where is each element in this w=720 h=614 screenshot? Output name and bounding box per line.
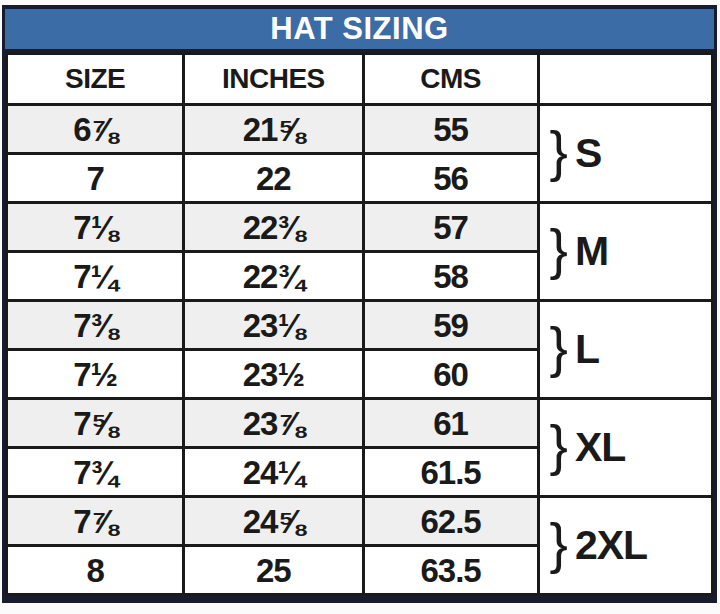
table-row: 7⅜ 23⅛ 59 } L (7, 301, 713, 350)
cell-cms: 59 (363, 301, 538, 350)
column-header-cms: CMS (363, 54, 538, 105)
group-label: XL (575, 427, 625, 468)
group-label: 2XL (575, 525, 647, 566)
cell-size: 7 (7, 154, 184, 203)
cell-cms: 60 (363, 350, 538, 399)
brace-icon: } (550, 421, 568, 471)
group-label: M (575, 231, 608, 272)
cell-size: 8 (7, 546, 184, 595)
brace-icon: } (550, 225, 568, 275)
cell-inches: 25 (184, 546, 363, 595)
cell-inches: 24⅝ (184, 497, 363, 546)
cell-size: 7¾ (7, 448, 184, 497)
table-row: 7⅛ 22⅜ 57 } M (7, 203, 713, 252)
cell-size: 7⅝ (7, 399, 184, 448)
group-label: S (575, 133, 601, 174)
cell-inches: 22¾ (184, 252, 363, 301)
header-row: SIZE INCHES CMS (7, 54, 713, 105)
cell-inches: 23⅞ (184, 399, 363, 448)
hat-sizing-chart: HAT SIZING SIZE INCHES CMS 6⅞ 21⅝ 55 } S (2, 5, 717, 603)
cell-size: 7⅛ (7, 203, 184, 252)
group-cell-m: } M (538, 203, 712, 301)
cell-cms: 61 (363, 399, 538, 448)
column-header-group (538, 54, 712, 105)
column-header-size: SIZE (7, 54, 184, 105)
cell-cms: 62.5 (363, 497, 538, 546)
group-bracket-wrap: } L (540, 325, 711, 375)
cell-cms: 57 (363, 203, 538, 252)
cell-cms: 61.5 (363, 448, 538, 497)
group-bracket-wrap: } 2XL (540, 521, 711, 571)
cell-inches: 23⅛ (184, 301, 363, 350)
cell-inches: 22 (184, 154, 363, 203)
group-bracket-wrap: } S (540, 129, 711, 179)
cell-cms: 58 (363, 252, 538, 301)
cell-inches: 24¼ (184, 448, 363, 497)
cell-cms: 63.5 (363, 546, 538, 595)
cell-cms: 56 (363, 154, 538, 203)
cell-inches: 21⅝ (184, 105, 363, 154)
cell-inches: 23½ (184, 350, 363, 399)
group-cell-l: } L (538, 301, 712, 399)
group-bracket-wrap: } XL (540, 423, 711, 473)
group-cell-2xl: } 2XL (538, 497, 712, 595)
group-bracket-wrap: } M (540, 227, 711, 277)
cell-size: 7⅜ (7, 301, 184, 350)
cell-size: 6⅞ (7, 105, 184, 154)
group-label: L (575, 329, 599, 370)
table-row: 7⅝ 23⅞ 61 } XL (7, 399, 713, 448)
column-header-inches: INCHES (184, 54, 363, 105)
cell-inches: 22⅜ (184, 203, 363, 252)
group-cell-xl: } XL (538, 399, 712, 497)
table-title: HAT SIZING (5, 9, 714, 52)
cell-cms: 55 (363, 105, 538, 154)
cell-size: 7⅞ (7, 497, 184, 546)
brace-icon: } (550, 127, 568, 177)
group-cell-s: } S (538, 105, 712, 203)
table-row: 6⅞ 21⅝ 55 } S (7, 105, 713, 154)
brace-icon: } (550, 519, 568, 569)
cell-size: 7½ (7, 350, 184, 399)
sizing-table: SIZE INCHES CMS 6⅞ 21⅝ 55 } S 7 22 (5, 52, 714, 596)
brace-icon: } (550, 323, 568, 373)
table-row: 7⅞ 24⅝ 62.5 } 2XL (7, 497, 713, 546)
cell-size: 7¼ (7, 252, 184, 301)
